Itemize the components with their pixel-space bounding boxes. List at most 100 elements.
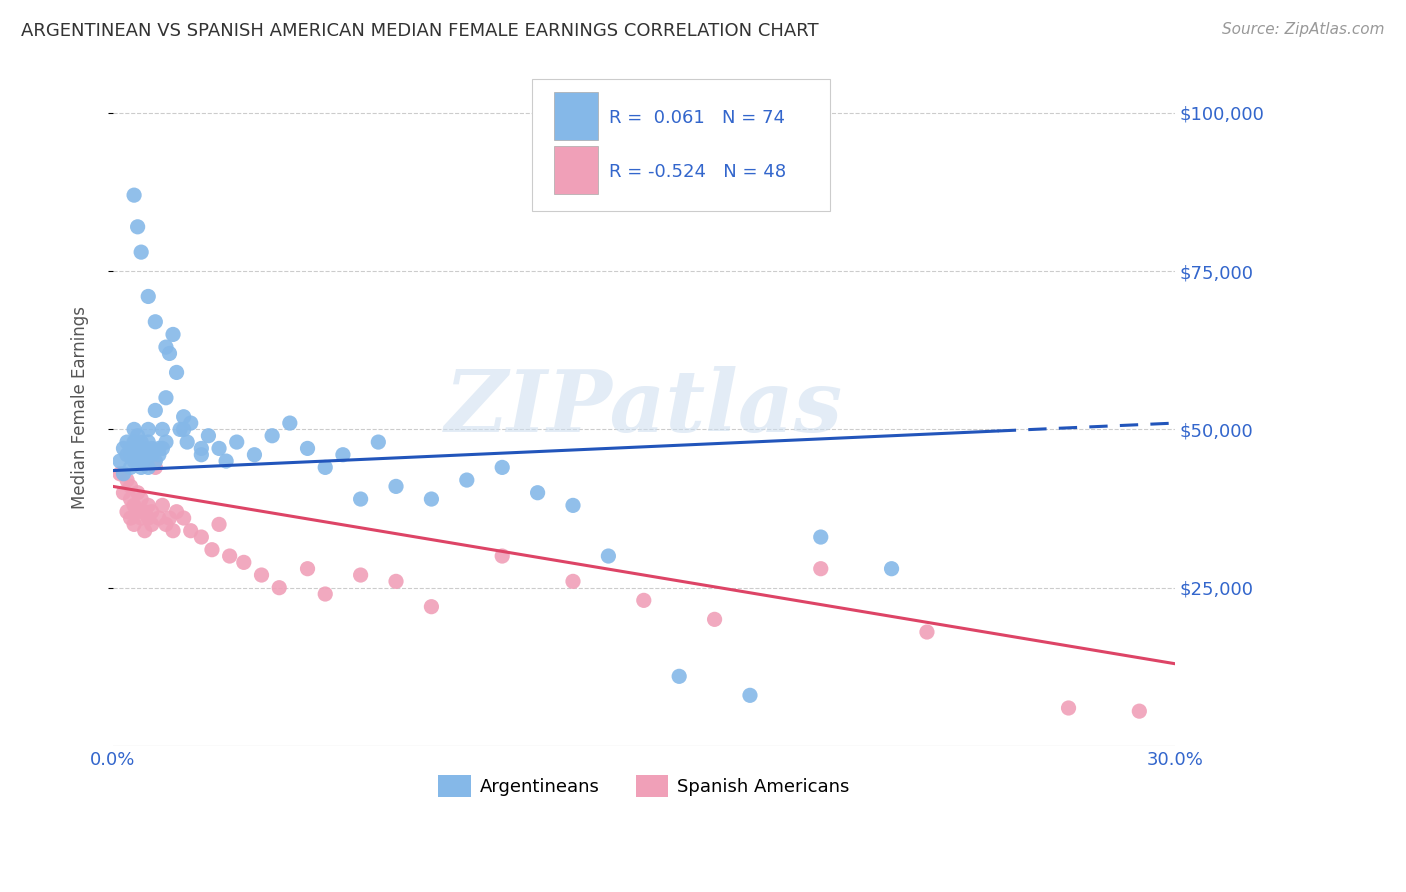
Text: ARGENTINEAN VS SPANISH AMERICAN MEDIAN FEMALE EARNINGS CORRELATION CHART: ARGENTINEAN VS SPANISH AMERICAN MEDIAN F… [21, 22, 818, 40]
Point [120, 442, 142, 456]
Point [562, 574, 585, 589]
Point [668, 669, 690, 683]
Point [162, 524, 184, 538]
Point [250, 568, 273, 582]
Point [129, 448, 152, 462]
Point [197, 429, 219, 443]
Y-axis label: Median Female Earnings: Median Female Earnings [72, 306, 89, 508]
Point [166, 366, 188, 380]
Point [127, 448, 149, 462]
Point [127, 454, 149, 468]
Point [134, 454, 156, 468]
Point [703, 612, 725, 626]
Point [297, 562, 319, 576]
Point [136, 422, 159, 436]
Point [122, 499, 145, 513]
Point [122, 517, 145, 532]
Point [526, 485, 548, 500]
Point [129, 491, 152, 506]
Point [278, 416, 301, 430]
Point [314, 460, 336, 475]
Text: Source: ZipAtlas.com: Source: ZipAtlas.com [1222, 22, 1385, 37]
Point [269, 581, 291, 595]
Point [349, 491, 371, 506]
Point [491, 460, 513, 475]
Point [143, 454, 166, 468]
Point [562, 499, 585, 513]
Point [491, 549, 513, 563]
Point [173, 409, 195, 424]
Point [190, 530, 212, 544]
Point [810, 530, 832, 544]
Point [115, 435, 138, 450]
Point [243, 448, 266, 462]
Point [152, 422, 174, 436]
Point [385, 479, 408, 493]
Point [152, 499, 174, 513]
Point [129, 460, 152, 475]
Point [915, 625, 938, 640]
Point [314, 587, 336, 601]
Point [225, 435, 247, 450]
Point [880, 562, 903, 576]
Point [633, 593, 655, 607]
Point [176, 435, 198, 450]
Point [143, 460, 166, 475]
Point [208, 442, 231, 456]
Point [180, 524, 202, 538]
Point [127, 429, 149, 443]
FancyBboxPatch shape [533, 78, 830, 211]
Point [180, 416, 202, 430]
Point [201, 542, 224, 557]
Point [129, 435, 152, 450]
Point [141, 442, 163, 456]
Point [120, 491, 142, 506]
Point [136, 511, 159, 525]
Point [108, 467, 131, 481]
Point [122, 188, 145, 202]
Point [1128, 704, 1150, 718]
Point [115, 505, 138, 519]
Point [129, 511, 152, 525]
Point [120, 479, 142, 493]
Point [810, 562, 832, 576]
Point [297, 442, 319, 456]
Point [385, 574, 408, 589]
FancyBboxPatch shape [554, 146, 598, 194]
FancyBboxPatch shape [554, 92, 598, 140]
Point [127, 485, 149, 500]
Point [136, 435, 159, 450]
Point [134, 524, 156, 538]
Point [738, 689, 761, 703]
Point [129, 245, 152, 260]
Point [122, 435, 145, 450]
Point [122, 422, 145, 436]
Point [120, 448, 142, 462]
Point [166, 505, 188, 519]
Point [208, 517, 231, 532]
Point [112, 442, 135, 456]
Point [598, 549, 620, 563]
Point [120, 460, 142, 475]
Point [134, 505, 156, 519]
Point [155, 435, 177, 450]
Point [152, 442, 174, 456]
Point [1057, 701, 1080, 715]
Point [349, 568, 371, 582]
Point [155, 340, 177, 354]
Point [115, 473, 138, 487]
Point [155, 391, 177, 405]
Point [420, 599, 443, 614]
Point [141, 505, 163, 519]
Legend: Argentineans, Spanish Americans: Argentineans, Spanish Americans [430, 768, 856, 805]
Point [232, 555, 254, 569]
Point [136, 460, 159, 475]
Point [115, 448, 138, 462]
Point [108, 454, 131, 468]
Point [190, 442, 212, 456]
Point [136, 499, 159, 513]
Point [148, 511, 170, 525]
Point [456, 473, 478, 487]
Point [112, 485, 135, 500]
Point [262, 429, 284, 443]
